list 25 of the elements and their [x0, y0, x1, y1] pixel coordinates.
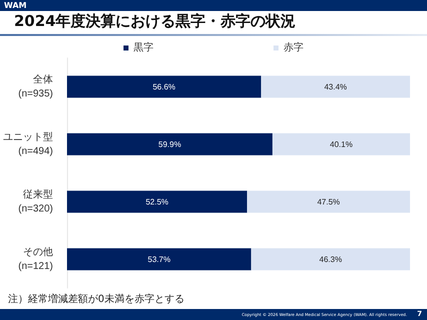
y-tick-label: その他 (n=121)	[18, 246, 53, 272]
bar	[247, 190, 410, 213]
data-label: 43.4%	[324, 82, 347, 92]
data-label: 59.9%	[158, 140, 182, 149]
chart-title: 2024年度決算における黒字・赤字の状況	[14, 12, 296, 31]
y-tick-label: ユニット型 (n=494)	[3, 130, 53, 157]
bar	[67, 133, 272, 156]
legend-label: 赤字	[284, 42, 304, 54]
bar	[261, 76, 410, 98]
legend-label: 黒字	[134, 42, 154, 54]
y-tick-label: 従来型 (n=320)	[18, 188, 53, 214]
data-label: 52.5%	[146, 197, 168, 206]
data-label: 56.6%	[152, 82, 176, 92]
bar	[67, 190, 248, 213]
bar	[272, 133, 410, 156]
data-label: 47.5%	[317, 197, 340, 206]
data-label: 40.1%	[330, 140, 353, 149]
data-label: 46.3%	[319, 254, 342, 264]
bar	[251, 248, 410, 270]
bar	[67, 76, 262, 98]
text: 注）経常増減差額が0未満を赤字とする	[8, 292, 184, 306]
data-label: 53.7%	[148, 254, 170, 264]
text: WAM	[4, 0, 27, 11]
y-tick-label: 全体 (n=935)	[18, 73, 53, 100]
bar	[67, 248, 252, 270]
